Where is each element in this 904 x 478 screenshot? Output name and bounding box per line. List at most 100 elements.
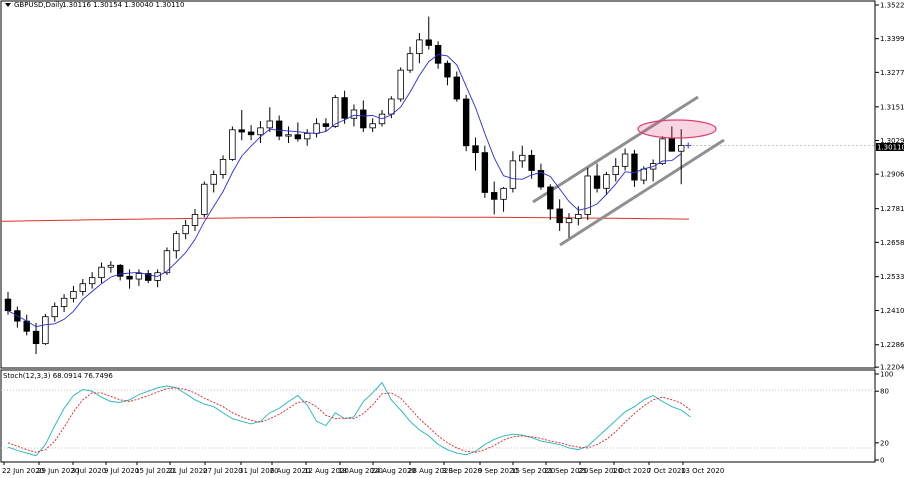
candle-body (528, 154, 535, 171)
candle-body (509, 160, 517, 189)
time-tick-label: 31 Jul 2020 (239, 467, 279, 475)
time-tick-label: 24 Aug 2020 (371, 467, 416, 475)
candle-body (60, 297, 68, 307)
time-tick-label: 13 Oct 2020 (681, 467, 724, 475)
candle-body (490, 192, 498, 200)
candle (603, 171, 610, 196)
time-tick-label: 28 Aug 2020 (408, 467, 453, 475)
candle (182, 219, 189, 240)
time-tick-label: 21 Sep 2020 (544, 467, 588, 475)
candle (519, 145, 526, 168)
candle (659, 136, 666, 165)
candle-body (135, 273, 143, 280)
candle-body (88, 277, 96, 285)
stoch-tick-label: 80 (880, 388, 889, 396)
candle (126, 269, 133, 289)
candle (453, 71, 460, 102)
candle-body (547, 186, 554, 210)
candle-body (210, 174, 217, 185)
candle-body (257, 127, 264, 136)
time-tick-label: 3 Sep 2020 (442, 467, 482, 475)
candle (51, 302, 58, 322)
candle (322, 118, 330, 132)
candle (593, 163, 601, 193)
stoch-panel-frame (0, 369, 876, 463)
channel-lower-line[interactable] (559, 138, 725, 247)
candle (229, 126, 236, 161)
ohlc-readout: 1.30116 1.30154 1.30040 1.30110 (62, 1, 184, 9)
stoch-tick-label: 0 (880, 457, 884, 465)
candle (163, 247, 171, 275)
time-tick-label: 1 Oct 2020 (612, 467, 651, 475)
candle-body (659, 138, 666, 164)
time-tick-label: 21 Jul 2020 (168, 467, 208, 475)
price-tick-label: 1.27810 (880, 205, 904, 213)
slow-moving-average (0, 216, 689, 222)
time-tick-label: 27 Jul 2020 (203, 467, 243, 475)
candle-body (98, 266, 105, 279)
candle-body (145, 273, 152, 281)
slow-ma-line (0, 216, 689, 222)
stoch-header: Stoch(12,3,3) 68.0914 76.7496 (3, 372, 113, 380)
collapse-triangle-icon[interactable] (5, 3, 11, 7)
price-channel[interactable] (532, 95, 725, 247)
candle (70, 285, 77, 303)
candle (32, 323, 40, 355)
candle-body (126, 275, 133, 280)
candle (275, 115, 283, 141)
candle (60, 294, 68, 313)
candle-body (556, 208, 563, 224)
price-tick-label: 1.31515 (880, 103, 904, 111)
candle-body (341, 97, 348, 119)
candle (406, 46, 414, 73)
candle-body (444, 62, 451, 78)
candle-body (519, 154, 526, 162)
candlesticks (4, 16, 685, 355)
candle-body (173, 233, 180, 252)
candle-body (472, 145, 479, 154)
candle (649, 159, 657, 182)
fast-ma-line (7, 54, 682, 328)
candle-body (593, 175, 601, 189)
candle (173, 230, 180, 259)
stoch-tick-label: 100 (880, 371, 893, 379)
stoch-tick-label: 20 (880, 439, 889, 447)
candle (79, 279, 86, 296)
highlight-ellipse[interactable] (637, 119, 717, 139)
stochastic-lines (7, 381, 691, 457)
time-tick-label: 12 Aug 2020 (304, 467, 349, 475)
candle (444, 60, 451, 86)
candle-body (631, 153, 638, 181)
candle-body (388, 98, 395, 115)
candle (565, 213, 573, 238)
candle-body (425, 39, 432, 46)
channel-upper-line[interactable] (532, 95, 699, 204)
price-tick-label: 1.32770 (880, 69, 904, 77)
resistance-ellipse[interactable] (637, 119, 717, 139)
candle (528, 149, 535, 179)
candle (537, 163, 545, 190)
candle (500, 186, 507, 212)
candle-body (322, 123, 330, 127)
candle (584, 167, 591, 220)
candle (107, 261, 115, 273)
candle-body (117, 264, 124, 277)
price-tick-label: 1.30290 (880, 137, 904, 145)
candle (42, 313, 49, 346)
candle-body (191, 214, 199, 226)
candle (117, 263, 124, 281)
candle-body (369, 123, 376, 129)
candle (247, 125, 255, 141)
candle-body (238, 129, 245, 133)
candle-body (500, 187, 507, 200)
candle-body (612, 165, 619, 175)
candle (397, 67, 404, 102)
candle (369, 118, 376, 132)
candle-body (4, 298, 12, 312)
candle (266, 107, 273, 132)
time-tick-label: 15 Jul 2020 (135, 467, 175, 475)
candle (285, 126, 292, 143)
time-tick-label: 25 Sep 2020 (578, 467, 622, 475)
candle-body (79, 283, 86, 292)
